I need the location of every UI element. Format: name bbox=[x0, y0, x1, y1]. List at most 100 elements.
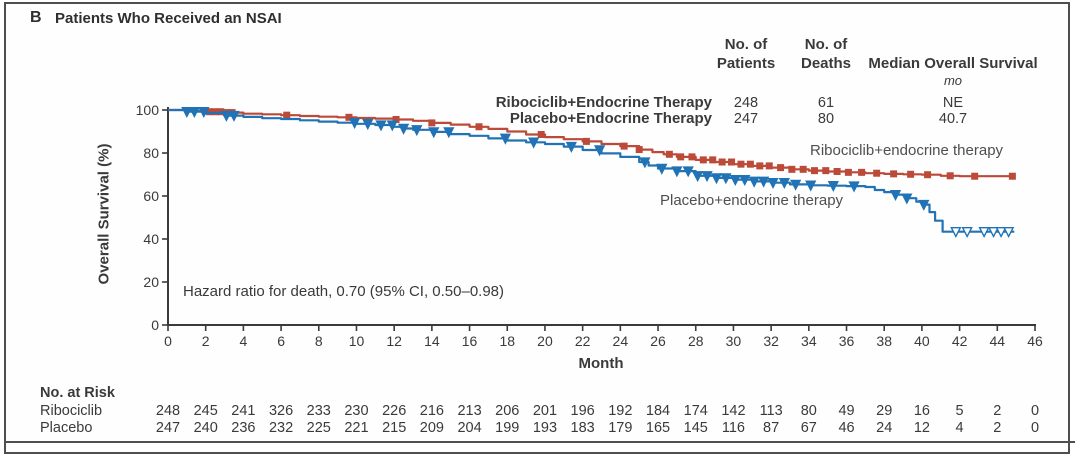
risk-count: 12 bbox=[913, 420, 930, 436]
censor-square-marker bbox=[677, 153, 685, 161]
censor-square-marker bbox=[582, 137, 590, 145]
hazard-ratio-annotation: Hazard ratio for death, 0.70 (95% CI, 0.… bbox=[183, 283, 505, 300]
y-tick-label: 100 bbox=[136, 102, 160, 118]
risk-count: 165 bbox=[645, 420, 671, 436]
censor-square-marker bbox=[810, 167, 818, 175]
x-tick-label: 38 bbox=[876, 333, 892, 349]
censor-square-marker bbox=[1008, 172, 1016, 180]
risk-count: 80 bbox=[800, 403, 817, 419]
censor-square-marker bbox=[756, 162, 764, 170]
censor-square-marker bbox=[746, 160, 754, 168]
series-ribociclib bbox=[168, 108, 1016, 180]
risk-count: 4 bbox=[955, 420, 964, 436]
risk-count: 213 bbox=[457, 403, 482, 419]
risk-count: 184 bbox=[645, 403, 671, 419]
censor-triangle-marker bbox=[789, 179, 802, 191]
censor-square-marker bbox=[688, 153, 696, 161]
summary-ribociclib-patients: 248 bbox=[733, 95, 759, 111]
censor-triangle-marker bbox=[188, 107, 201, 119]
summary-header-patients-line1: No. of bbox=[724, 36, 768, 53]
censor-triangle-marker bbox=[995, 226, 1007, 239]
risk-row-placebo-label: Placebo bbox=[40, 420, 93, 436]
y-tick-label: 80 bbox=[143, 145, 159, 161]
x-tick-label: 36 bbox=[839, 333, 855, 349]
risk-count: 2 bbox=[993, 420, 1002, 436]
censor-triangle-marker bbox=[428, 127, 440, 139]
x-tick-label: 16 bbox=[462, 333, 478, 349]
risk-count: 199 bbox=[495, 420, 520, 436]
risk-count: 5 bbox=[955, 403, 964, 419]
x-tick-label: 18 bbox=[499, 333, 515, 349]
x-tick-label: 34 bbox=[801, 333, 817, 349]
risk-count: 226 bbox=[382, 403, 407, 419]
risk-count: 248 bbox=[155, 403, 181, 419]
censor-triangle-marker bbox=[656, 163, 668, 175]
risk-count: 204 bbox=[457, 420, 482, 436]
x-tick-label: 6 bbox=[277, 333, 285, 349]
summary-row-ribociclib-label: Ribociclib+Endocrine Therapy bbox=[495, 94, 712, 111]
risk-count: 142 bbox=[721, 403, 746, 419]
summary-header-patients-line2: Patients bbox=[716, 55, 776, 72]
censor-square-marker bbox=[765, 162, 773, 170]
censor-triangle-marker bbox=[710, 173, 723, 185]
risk-count: 201 bbox=[532, 403, 558, 419]
risk-count: 225 bbox=[306, 420, 331, 436]
risk-count: 145 bbox=[683, 420, 708, 436]
risk-count: 0 bbox=[1030, 420, 1040, 436]
censor-triangle-marker bbox=[767, 177, 779, 190]
censor-square-marker bbox=[217, 108, 225, 116]
risk-count: 87 bbox=[763, 420, 780, 436]
risk-count: 230 bbox=[344, 403, 369, 419]
censor-triangle-marker bbox=[901, 193, 913, 205]
summary-header-median-os-unit: mo bbox=[943, 73, 963, 88]
censor-triangle-marker bbox=[827, 180, 839, 193]
x-tick-label: 30 bbox=[726, 333, 742, 349]
risk-count: 236 bbox=[231, 420, 256, 436]
censor-square-marker bbox=[718, 158, 726, 166]
censor-triangle-marker bbox=[228, 110, 240, 122]
censor-square-marker bbox=[205, 108, 213, 116]
censor-triangle-marker bbox=[682, 166, 694, 178]
x-tick-label: 8 bbox=[315, 333, 323, 349]
y-tick-label: 60 bbox=[143, 188, 159, 204]
x-tick-label: 24 bbox=[613, 333, 629, 349]
risk-count: 233 bbox=[306, 403, 331, 419]
censor-triangle-marker bbox=[778, 177, 790, 190]
censor-square-marker bbox=[737, 160, 745, 168]
x-tick-label: 32 bbox=[763, 333, 779, 349]
x-tick-label: 20 bbox=[537, 333, 553, 349]
censor-triangle-marker bbox=[987, 226, 1000, 239]
censor-square-marker bbox=[777, 164, 785, 172]
risk-count: 46 bbox=[838, 420, 855, 436]
censor-triangle-marker bbox=[386, 120, 398, 132]
censor-triangle-marker bbox=[397, 123, 410, 135]
censor-square-marker bbox=[924, 171, 932, 179]
censor-triangle-marker bbox=[181, 107, 193, 119]
risk-count: 24 bbox=[876, 420, 893, 436]
risk-count: 49 bbox=[838, 403, 855, 419]
censor-triangle-marker bbox=[848, 181, 860, 193]
x-tick-label: 22 bbox=[575, 333, 591, 349]
ribociclib-curve-label: Ribociclib+endocrine therapy bbox=[810, 142, 1004, 159]
censor-square-marker bbox=[428, 119, 436, 127]
risk-count: 193 bbox=[532, 420, 558, 436]
summary-ribociclib-deaths: 61 bbox=[817, 95, 835, 111]
censor-square-marker bbox=[907, 170, 915, 178]
censor-triangle-marker bbox=[362, 119, 374, 131]
y-tick-label: 20 bbox=[143, 274, 159, 290]
risk-count: 113 bbox=[759, 403, 783, 419]
censor-triangle-marker bbox=[443, 127, 455, 139]
y-axis-title: Overall Survival (%) bbox=[95, 143, 113, 285]
censor-triangle-marker bbox=[691, 171, 704, 183]
x-tick-label: 10 bbox=[349, 333, 365, 349]
censor-square-marker bbox=[709, 156, 717, 164]
censor-triangle-marker bbox=[593, 145, 606, 157]
panel-divider bbox=[5, 441, 1075, 443]
risk-count: 174 bbox=[683, 403, 708, 419]
panel-letter: B bbox=[30, 9, 42, 26]
censor-triangle-marker bbox=[639, 157, 651, 169]
censor-square-marker bbox=[620, 142, 628, 150]
censor-square-marker bbox=[728, 158, 736, 166]
summary-placebo-deaths: 80 bbox=[817, 111, 835, 127]
